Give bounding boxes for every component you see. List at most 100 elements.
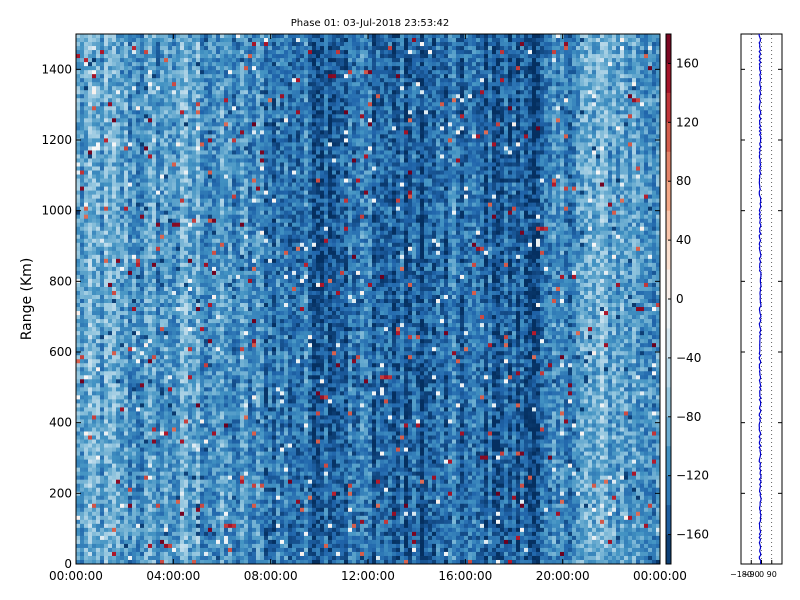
heatmap-cell <box>112 327 117 332</box>
heatmap-cell <box>208 210 213 216</box>
heatmap-cell <box>220 559 225 565</box>
heatmap-cell <box>160 190 165 196</box>
heatmap-cell <box>144 543 149 549</box>
heatmap-cell <box>176 299 181 304</box>
heatmap-cell <box>80 535 85 541</box>
heatmap-cell <box>208 142 213 147</box>
heatmap-cell <box>168 114 173 119</box>
heatmap-cell <box>148 54 153 59</box>
heatmap-cell <box>168 126 173 131</box>
heatmap-cell <box>76 46 81 51</box>
heatmap-cell <box>176 379 181 384</box>
heatmap-cell <box>84 439 89 444</box>
heatmap-cell <box>196 158 201 163</box>
heatmap-cell <box>112 210 117 216</box>
heatmap-cell <box>88 166 93 171</box>
heatmap-cell <box>212 535 217 541</box>
heatmap-cell <box>112 363 117 368</box>
heatmap-cell <box>172 242 177 248</box>
heatmap-cell <box>112 355 117 360</box>
heatmap-cell <box>92 246 97 252</box>
heatmap-cell <box>76 303 81 308</box>
heatmap-cell <box>124 359 129 364</box>
heatmap-cell <box>88 463 93 469</box>
heatmap-cell <box>84 38 89 43</box>
heatmap-cell <box>208 166 213 171</box>
heatmap-cell <box>96 62 101 67</box>
heatmap-cell <box>116 118 121 123</box>
heatmap-cell <box>164 339 169 344</box>
heatmap-cell <box>136 86 141 91</box>
heatmap-cell <box>84 343 89 348</box>
heatmap-cell <box>124 319 129 324</box>
heatmap-cell <box>152 210 157 216</box>
heatmap-cell <box>164 379 169 384</box>
heatmap-cell <box>224 427 229 432</box>
heatmap-cell <box>112 387 117 392</box>
heatmap-cell <box>204 154 209 159</box>
heatmap-cell <box>140 475 145 481</box>
heatmap-cell <box>124 407 129 412</box>
heatmap-cell <box>160 294 165 300</box>
heatmap-cell <box>136 62 141 67</box>
heatmap-cell <box>192 439 197 444</box>
heatmap-cell <box>100 74 105 79</box>
heatmap-cell <box>88 363 93 368</box>
heatmap-cell <box>132 515 137 521</box>
heatmap-cell <box>120 158 125 163</box>
heatmap-cell <box>212 471 217 477</box>
heatmap-cell <box>196 467 201 473</box>
heatmap-cell <box>180 134 185 139</box>
heatmap-cell <box>224 78 229 83</box>
heatmap-cell <box>88 443 93 448</box>
heatmap-cell <box>156 102 161 107</box>
heatmap-cell <box>184 383 189 388</box>
heatmap-cell <box>108 323 113 328</box>
heatmap-cell <box>120 122 125 127</box>
heatmap-cell <box>88 335 93 340</box>
heatmap-cell <box>156 286 161 292</box>
heatmap-cell <box>160 162 165 167</box>
heatmap-cell <box>184 66 189 71</box>
heatmap-cell <box>192 78 197 83</box>
heatmap-cell <box>100 383 105 388</box>
heatmap-cell <box>112 423 117 428</box>
heatmap-cell <box>80 90 85 95</box>
heatmap-cell <box>148 399 153 404</box>
heatmap-cell <box>164 194 169 200</box>
heatmap-cell <box>204 198 209 204</box>
heatmap-cell <box>108 539 113 545</box>
heatmap-cell <box>116 82 121 87</box>
heatmap-cell <box>220 311 225 316</box>
heatmap-cell <box>192 319 197 324</box>
heatmap-cell <box>168 250 173 256</box>
heatmap-cell <box>180 198 185 204</box>
heatmap-cell <box>80 487 85 493</box>
heatmap-cell <box>76 331 81 336</box>
heatmap-cell <box>76 234 81 240</box>
heatmap-cell <box>104 202 109 208</box>
heatmap-cell <box>192 134 197 139</box>
heatmap-cell <box>88 150 93 155</box>
heatmap-cell <box>212 439 217 444</box>
heatmap-cell <box>84 407 89 412</box>
heatmap-cell <box>96 499 101 505</box>
heatmap-cell <box>144 162 149 167</box>
heatmap-cell <box>188 467 193 473</box>
heatmap-cell <box>128 182 133 187</box>
heatmap-cell <box>144 210 149 216</box>
heatmap-cell <box>196 359 201 364</box>
heatmap-cell <box>128 262 133 268</box>
heatmap-cell <box>216 347 221 352</box>
heatmap-cell <box>76 395 81 400</box>
heatmap-cell <box>120 294 125 300</box>
heatmap-cell <box>108 315 113 320</box>
heatmap-cell <box>152 539 157 545</box>
heatmap-cell <box>124 106 129 111</box>
heatmap-cell <box>112 527 117 533</box>
heatmap-cell <box>188 495 193 501</box>
heatmap-cell <box>192 130 197 135</box>
heatmap-cell <box>140 359 145 364</box>
heatmap-cell <box>200 423 205 428</box>
heatmap-cell <box>152 146 157 151</box>
